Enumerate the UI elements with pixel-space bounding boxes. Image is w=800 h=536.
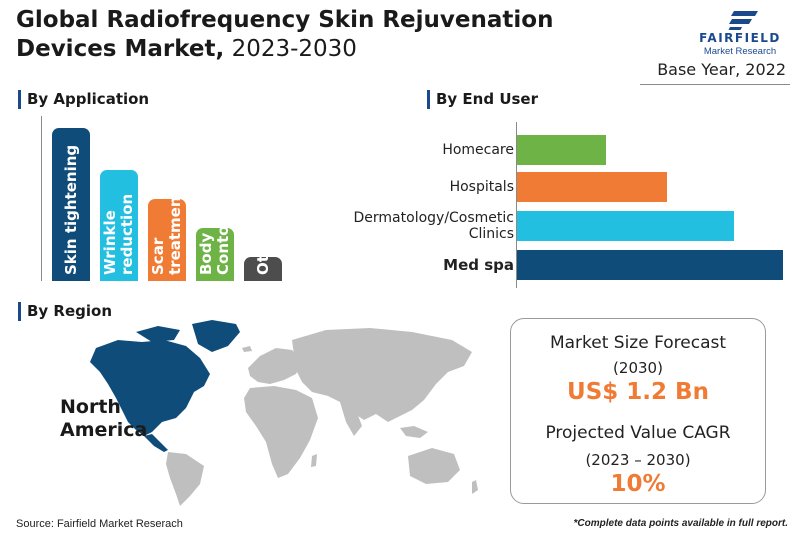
map-central-america	[144, 434, 168, 452]
cagr-value: 10%	[610, 471, 666, 497]
forecast-box: Market Size Forecast (2030) US$ 1.2 Bn P…	[510, 318, 766, 504]
leading-region-label: North America	[60, 396, 148, 441]
end-user-axis	[516, 122, 517, 288]
map-north-america	[90, 340, 210, 436]
end-user-bar	[517, 172, 667, 202]
map-greenland	[192, 320, 240, 352]
base-year: Base Year, 2022	[657, 60, 786, 79]
region-section-title: By Region	[18, 300, 112, 322]
end-user-bar-label: Homecare	[442, 142, 514, 158]
map-asia	[292, 328, 472, 422]
logo-name: FAIRFIELD	[699, 31, 781, 45]
end-user-bar	[517, 211, 734, 241]
source-note: Source: Fairfield Market Reserach	[16, 518, 183, 530]
map-africa	[244, 386, 318, 478]
application-bar-label: Others	[253, 217, 272, 275]
fairfield-logo: FAIRFIELD Market Research	[690, 8, 790, 58]
application-section-title: By Application	[18, 88, 149, 110]
application-bar	[148, 199, 186, 281]
application-bar	[100, 170, 138, 281]
application-bar	[52, 128, 90, 281]
map-europe	[248, 348, 302, 384]
map-new-zealand	[472, 480, 478, 494]
end-user-bar-label: Med spa	[443, 256, 514, 274]
application-bar-label: Wrinkle reduction	[101, 193, 136, 275]
title-years: 2023-2030	[224, 36, 357, 62]
cagr-period: (2023 – 2030)	[585, 451, 691, 469]
application-bar-label: Scar treatment	[149, 189, 184, 275]
map-canada-islands	[136, 326, 180, 342]
market-size-year: (2030)	[613, 359, 663, 377]
application-bar	[244, 257, 282, 281]
world-map	[90, 320, 478, 506]
map-south-america	[166, 452, 204, 506]
end-user-bar	[517, 135, 606, 165]
footnote: *Complete data points available in full …	[573, 518, 788, 529]
cagr-label: Projected Value CAGR	[545, 423, 731, 443]
base-year-divider	[640, 84, 790, 85]
end-user-section-title: By End User	[427, 88, 538, 110]
application-bar-label: Body Contouring	[197, 180, 232, 275]
application-bar-label: Skin tightening	[61, 144, 80, 275]
application-bar	[196, 228, 234, 281]
end-user-bar-label: Dermatology/Cosmetic Clinics	[353, 210, 514, 242]
map-se-asia	[400, 426, 428, 438]
fairfield-logo-icon	[728, 11, 758, 30]
map-india	[340, 402, 362, 436]
map-madagascar	[311, 454, 317, 467]
market-size-value: US$ 1.2 Bn	[567, 379, 709, 405]
map-australia	[408, 448, 460, 484]
logo-subtitle: Market Research	[703, 46, 777, 57]
end-user-bar	[517, 250, 783, 280]
chart-title: Global Radiofrequency Skin Rejuvenation …	[16, 6, 576, 64]
title-main: Global Radiofrequency Skin Rejuvenation …	[16, 7, 554, 62]
market-size-label: Market Size Forecast	[549, 333, 727, 353]
end-user-bar-label: Hospitals	[449, 179, 514, 195]
application-axis	[41, 116, 42, 281]
map-iceland	[242, 346, 252, 352]
